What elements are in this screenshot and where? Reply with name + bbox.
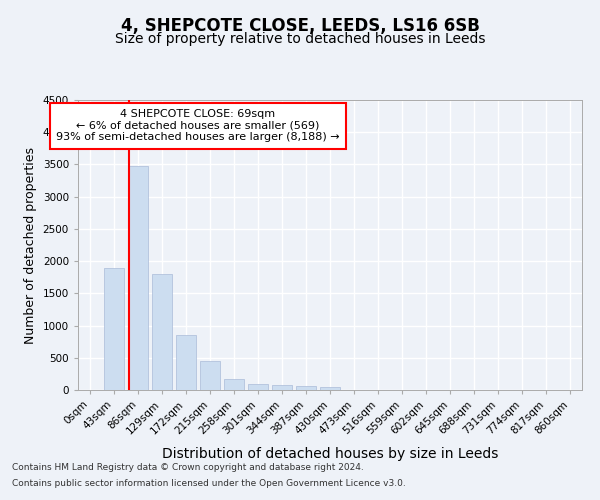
Text: 4, SHEPCOTE CLOSE, LEEDS, LS16 6SB: 4, SHEPCOTE CLOSE, LEEDS, LS16 6SB	[121, 18, 479, 36]
X-axis label: Distribution of detached houses by size in Leeds: Distribution of detached houses by size …	[162, 447, 498, 461]
Bar	[176, 335, 196, 390]
Text: Contains public sector information licensed under the Open Government Licence v3: Contains public sector information licen…	[12, 478, 406, 488]
Bar	[320, 387, 340, 390]
Bar	[272, 385, 292, 390]
Text: Contains HM Land Registry data © Crown copyright and database right 2024.: Contains HM Land Registry data © Crown c…	[12, 464, 364, 472]
Text: 4 SHEPCOTE CLOSE: 69sqm
← 6% of detached houses are smaller (569)
93% of semi-de: 4 SHEPCOTE CLOSE: 69sqm ← 6% of detached…	[56, 109, 340, 142]
Bar	[248, 384, 268, 390]
Text: Size of property relative to detached houses in Leeds: Size of property relative to detached ho…	[115, 32, 485, 46]
Y-axis label: Number of detached properties: Number of detached properties	[24, 146, 37, 344]
Bar	[296, 386, 316, 390]
Bar	[104, 268, 124, 390]
Bar	[200, 361, 220, 390]
Bar	[224, 379, 244, 390]
Bar	[128, 166, 148, 390]
Bar	[152, 274, 172, 390]
